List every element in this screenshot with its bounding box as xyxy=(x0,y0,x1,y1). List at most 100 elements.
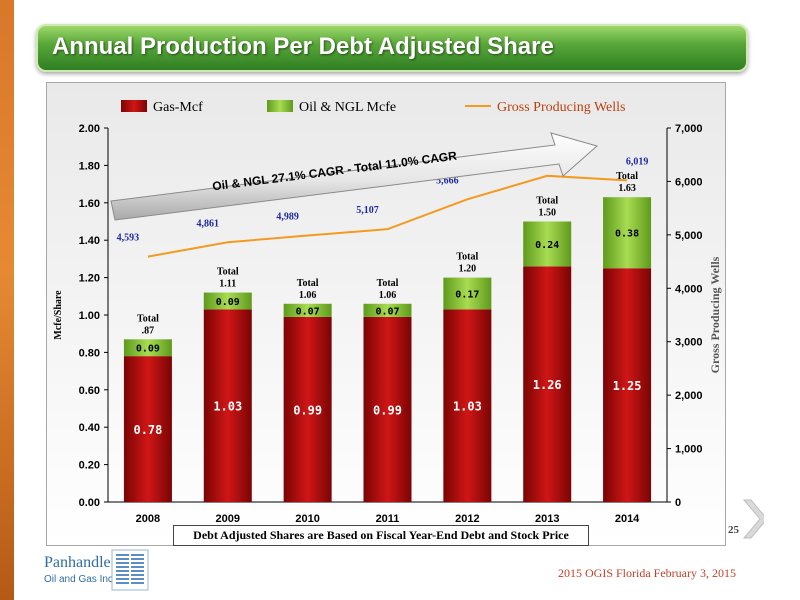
labels-layer: 0.780.09Total.871.030.09Total1.110.990.0… xyxy=(133,171,641,437)
gas-value-label: 1.25 xyxy=(613,379,642,393)
oil-value-label: 0.07 xyxy=(375,306,399,317)
total-value-label: 1.06 xyxy=(379,290,397,301)
logo-mark-icon xyxy=(111,549,149,591)
chevron-right-icon[interactable] xyxy=(740,498,764,540)
y2-tick-label: 4,000 xyxy=(675,283,703,295)
logo-subname: Oil and Gas Inc. xyxy=(44,574,116,585)
y2-tick-label: 3,000 xyxy=(675,337,703,349)
y2-tick-label: 0 xyxy=(675,497,681,509)
left-accent-stripe xyxy=(0,0,14,600)
bars-layer xyxy=(123,197,652,502)
axes-layer: 0.00 0.20 0.40 0.60 0.80 1.00 1.20 1.40 1.60 1.80… xyxy=(53,123,722,525)
gas-value-label: 0.99 xyxy=(373,403,402,417)
gas-value-label: 1.03 xyxy=(453,400,482,414)
y-tick-label: 0.00 xyxy=(79,497,100,509)
cagr-arrow-shape xyxy=(110,132,599,221)
x-tick-label: 2011 xyxy=(376,513,400,525)
y2-tick-label: 1,000 xyxy=(675,444,703,456)
total-prefix-label: Total xyxy=(217,267,239,278)
x-tick-label: 2014 xyxy=(615,513,640,525)
total-prefix-label: Total xyxy=(297,278,319,289)
x-tick-label: 2010 xyxy=(295,513,319,525)
gas-value-label: 1.03 xyxy=(213,400,242,414)
y-tick-label: 0.80 xyxy=(79,347,100,359)
oil-ngl-bar xyxy=(603,197,652,269)
oil-ngl-bar xyxy=(123,339,172,357)
gas-value-label: 1.26 xyxy=(533,378,562,392)
total-value-label: 1.63 xyxy=(618,183,636,194)
total-prefix-label: Total xyxy=(536,196,558,207)
wells-value-label: 6,019 xyxy=(626,156,649,167)
title-banner: Annual Production Per Debt Adjusted Shar… xyxy=(36,24,748,72)
y-axis-title: Mcfe/Share xyxy=(53,290,64,340)
total-value-label: 1.20 xyxy=(459,264,477,275)
gas-bar xyxy=(523,266,572,502)
legend-layer: Gas-Mcf Oil & NGL Mcfe Gross Producing Wel… xyxy=(121,100,626,115)
legend-label-oil: Oil & NGL Mcfe xyxy=(299,100,396,115)
x-tick-label: 2008 xyxy=(136,513,160,525)
total-value-label: 1.50 xyxy=(538,208,556,219)
gas-value-label: 0.78 xyxy=(133,423,162,437)
x-tick-label: 2013 xyxy=(535,513,559,525)
y2-axis-title: Gross Producing Wells xyxy=(708,256,722,373)
y-tick-label: 0.40 xyxy=(79,422,100,434)
logo-name: Panhandle xyxy=(44,554,111,571)
total-value-label: 1.11 xyxy=(219,279,236,290)
legend-label-gas: Gas-Mcf xyxy=(153,100,203,115)
wells-value-label: 5,107 xyxy=(356,205,379,216)
wells-value-label: 4,593 xyxy=(117,233,140,244)
y-tick-label: 1.20 xyxy=(79,273,100,285)
oil-ngl-bar xyxy=(363,303,412,317)
oil-ngl-bar xyxy=(523,221,572,267)
company-logo: Panhandle Oil and Gas Inc. xyxy=(44,548,154,594)
total-prefix-label: Total xyxy=(616,171,638,182)
oil-ngl-bar xyxy=(283,303,332,317)
oil-value-label: 0.09 xyxy=(216,297,240,308)
x-tick-label: 2012 xyxy=(455,513,479,525)
wells-value-label: 4,861 xyxy=(197,218,220,229)
legend-swatch-oil xyxy=(267,100,293,112)
gas-bar xyxy=(603,268,652,502)
gas-bar xyxy=(123,356,172,502)
y-tick-label: 1.60 xyxy=(79,198,100,210)
y2-tick-label: 6,000 xyxy=(675,176,703,188)
total-value-label: .87 xyxy=(142,325,155,336)
oil-value-label: 0.17 xyxy=(455,289,479,300)
x-tick-label: 2009 xyxy=(216,513,240,525)
footnote-box: Debt Adjusted Shares are Based on Fiscal… xyxy=(173,525,589,546)
y2-tick-label: 2,000 xyxy=(675,390,703,402)
y-tick-label: 1.40 xyxy=(79,235,100,247)
oil-ngl-bar xyxy=(443,277,492,310)
wells-value-label: 5,666 xyxy=(436,175,459,186)
total-prefix-label: Total xyxy=(377,278,399,289)
oil-value-label: 0.24 xyxy=(535,240,559,251)
total-prefix-label: Total xyxy=(456,252,478,263)
total-value-label: 1.06 xyxy=(299,290,317,301)
gas-bar xyxy=(443,309,492,502)
production-chart: 0.00 0.20 0.40 0.60 0.80 1.00 1.20 1.40 1.60 1.80… xyxy=(53,100,722,525)
footer-event: 2015 OGIS Florida February 3, 2015 xyxy=(558,566,736,580)
y2-tick-label: 7,000 xyxy=(675,123,703,135)
y-tick-label: 1.00 xyxy=(79,310,100,322)
y2-tick-label: 5,000 xyxy=(675,230,703,242)
legend-label-wells: Gross Producing Wells xyxy=(497,100,626,115)
gas-bar xyxy=(363,316,412,502)
gas-value-label: 0.99 xyxy=(293,403,322,417)
wells-line xyxy=(147,174,628,258)
oil-value-label: 0.38 xyxy=(615,229,639,240)
y-tick-label: 2.00 xyxy=(79,123,100,135)
page-number: 25 xyxy=(728,524,739,536)
oil-value-label: 0.07 xyxy=(296,306,320,317)
y-tick-label: 1.80 xyxy=(79,160,100,172)
oil-value-label: 0.09 xyxy=(136,344,160,355)
total-prefix-label: Total xyxy=(137,313,159,324)
oil-ngl-bar xyxy=(203,292,252,310)
legend-swatch-gas xyxy=(121,100,147,112)
y-tick-label: 0.60 xyxy=(79,385,100,397)
y-tick-label: 0.20 xyxy=(79,460,100,472)
gas-bar xyxy=(203,309,252,502)
wells-value-label: 4,989 xyxy=(276,211,299,222)
gas-bar xyxy=(283,316,332,502)
slide-title: Annual Production Per Debt Adjusted Shar… xyxy=(52,33,554,60)
